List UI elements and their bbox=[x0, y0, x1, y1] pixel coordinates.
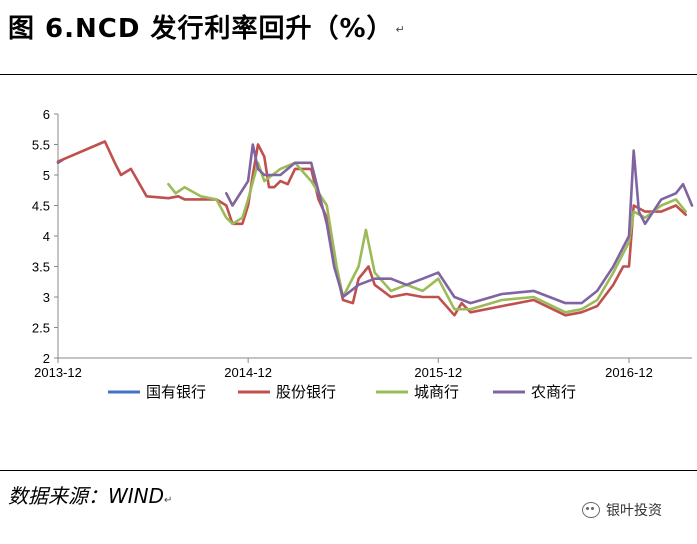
y-tick-label: 5 bbox=[43, 168, 50, 183]
x-tick-label: 2013-12 bbox=[34, 365, 82, 380]
wechat-icon bbox=[582, 502, 600, 518]
page-title: 图 6.NCD 发行利率回升（%） ↵ bbox=[8, 8, 406, 45]
y-tick-label: 5.5 bbox=[32, 138, 50, 153]
paragraph-mark-icon: ↵ bbox=[164, 495, 173, 506]
series-line-4 bbox=[225, 143, 694, 305]
y-tick-label: 6 bbox=[43, 107, 50, 122]
x-tick-label: 2016-12 bbox=[605, 365, 653, 380]
data-source-text: 数据来源：WIND bbox=[8, 484, 165, 508]
y-tick-label: 4.5 bbox=[32, 199, 50, 214]
chart-axes: 2 2.5 3 3.5 4 4.5 5 5.5 6 2013-12 2014-12 2015-12 20… bbox=[32, 107, 692, 380]
line-chart: 2 2.5 3 3.5 4 4.5 5 5.5 6 2013-12 2014-12 2015-12 20… bbox=[32, 107, 694, 401]
legend-label: 股份银行 bbox=[276, 383, 336, 401]
data-source-note: 数据来源：WIND↵ bbox=[8, 480, 172, 509]
legend-label: 国有银行 bbox=[146, 383, 206, 401]
legend-label: 城商行 bbox=[414, 383, 459, 401]
y-tick-label: 2 bbox=[43, 351, 50, 366]
y-tick-label: 3 bbox=[43, 290, 50, 305]
paragraph-mark-icon: ↵ bbox=[395, 23, 406, 36]
bottom-divider bbox=[0, 470, 697, 471]
y-tick-label: 2.5 bbox=[32, 321, 50, 336]
y-tick-label: 3.5 bbox=[32, 260, 50, 275]
watermark-text: 银叶投资 bbox=[606, 503, 662, 519]
chart-title: 图 6.NCD 发行利率回升（%） bbox=[8, 14, 394, 44]
top-divider bbox=[0, 74, 697, 75]
x-tick-label: 2015-12 bbox=[414, 365, 462, 380]
series-line-2 bbox=[56, 140, 688, 317]
chart-legend: 国有银行 股份银行 城商行 农商行 bbox=[108, 383, 576, 401]
legend-label: 农商行 bbox=[531, 383, 576, 401]
series-line-3 bbox=[167, 161, 688, 314]
y-tick-label: 4 bbox=[43, 229, 50, 244]
watermark: 银叶投资 bbox=[582, 500, 662, 520]
x-tick-label: 2014-12 bbox=[224, 365, 272, 380]
chart-series bbox=[56, 140, 694, 317]
